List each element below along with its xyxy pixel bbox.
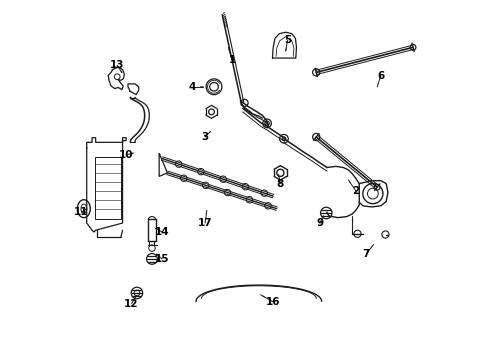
Text: 3: 3 — [201, 132, 208, 142]
Text: 8: 8 — [276, 179, 284, 189]
Text: 5: 5 — [284, 35, 290, 45]
Text: 4: 4 — [188, 82, 196, 92]
Text: 15: 15 — [155, 254, 169, 264]
Text: 13: 13 — [110, 60, 124, 70]
Text: 10: 10 — [119, 150, 133, 160]
Text: 6: 6 — [376, 71, 384, 81]
Text: 16: 16 — [265, 297, 280, 307]
Text: 9: 9 — [316, 218, 323, 228]
Text: 2: 2 — [351, 186, 359, 196]
Text: 14: 14 — [154, 227, 169, 237]
Text: 1: 1 — [228, 55, 235, 65]
Text: 11: 11 — [74, 207, 88, 217]
Text: 7: 7 — [362, 248, 369, 258]
Text: 12: 12 — [124, 299, 139, 309]
Text: 17: 17 — [197, 218, 212, 228]
